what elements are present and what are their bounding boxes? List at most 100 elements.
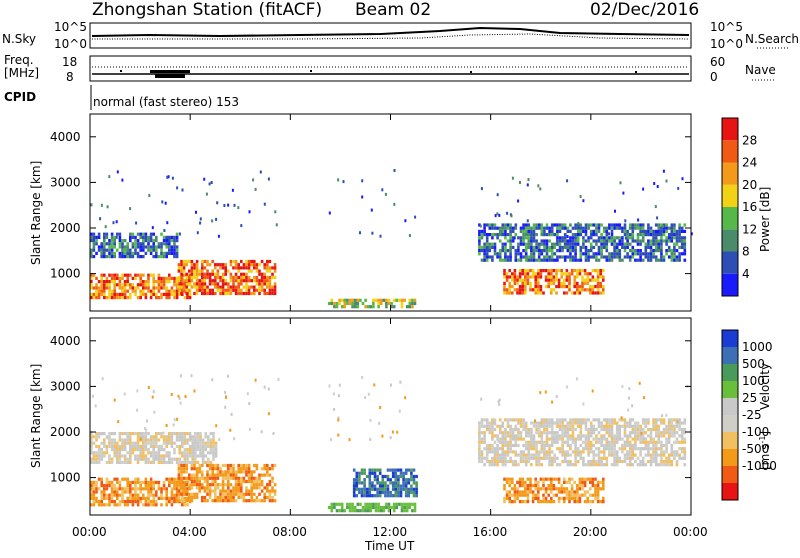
vel-cell bbox=[134, 484, 137, 488]
power-cell bbox=[203, 266, 207, 270]
vel-speck bbox=[498, 403, 501, 407]
power-cell bbox=[250, 291, 253, 296]
vel-cell bbox=[404, 471, 408, 475]
power-cell bbox=[613, 236, 616, 240]
vel-cell bbox=[584, 463, 588, 467]
vel-cell bbox=[596, 500, 600, 504]
power-cell bbox=[610, 242, 614, 246]
power-cell bbox=[504, 229, 507, 233]
vel-cell bbox=[397, 468, 400, 472]
power-cell bbox=[591, 291, 595, 295]
power-cell bbox=[134, 276, 137, 280]
power-cell bbox=[240, 291, 243, 296]
vel-cell bbox=[522, 453, 525, 457]
vel-cell bbox=[365, 494, 369, 498]
power-cell bbox=[144, 292, 148, 296]
vel-cell bbox=[550, 427, 554, 432]
power-cell bbox=[165, 245, 168, 249]
vel-cell bbox=[404, 494, 408, 498]
vel-cell bbox=[121, 500, 124, 504]
vel-cell bbox=[129, 435, 132, 439]
vel-cell bbox=[352, 468, 356, 472]
power-cell bbox=[589, 272, 592, 276]
vel-cell bbox=[543, 447, 546, 451]
vel-cell bbox=[168, 500, 171, 504]
vel-cell bbox=[576, 490, 579, 494]
power-cell bbox=[229, 285, 233, 289]
vel-cell bbox=[212, 432, 215, 436]
vel-cell bbox=[224, 495, 227, 500]
vel-cell bbox=[667, 456, 671, 460]
vel-cell bbox=[371, 494, 374, 498]
power-cell bbox=[634, 252, 637, 256]
power-cell bbox=[592, 239, 596, 243]
vel-cell bbox=[410, 471, 413, 475]
power-cell bbox=[571, 233, 575, 237]
power-cell bbox=[506, 239, 510, 243]
power-cell bbox=[591, 269, 595, 273]
power-cell bbox=[667, 239, 671, 243]
vel-cell bbox=[381, 478, 385, 482]
power-cell bbox=[543, 249, 546, 253]
power-cell bbox=[134, 248, 137, 252]
vel-cell bbox=[227, 473, 230, 477]
power-cell bbox=[173, 283, 176, 287]
power-cell bbox=[569, 255, 572, 259]
vel-cell bbox=[180, 486, 183, 490]
vel-cell bbox=[221, 483, 225, 487]
power-cell bbox=[527, 233, 531, 237]
vel-cell bbox=[574, 456, 577, 460]
vel-cell bbox=[540, 456, 544, 460]
power-cell bbox=[548, 249, 551, 253]
power-cell bbox=[227, 282, 230, 286]
power-cell bbox=[584, 239, 588, 243]
vel-cell bbox=[522, 443, 525, 448]
power-cell bbox=[537, 258, 541, 262]
vel-cell bbox=[386, 494, 390, 498]
vel-cell bbox=[142, 493, 145, 497]
power-cell bbox=[129, 296, 132, 300]
vel-cell bbox=[330, 509, 334, 513]
vel-cell bbox=[557, 487, 561, 491]
date-title: 02/Dec/2016 bbox=[590, 0, 699, 20]
power-cell bbox=[605, 229, 609, 233]
vel-cell bbox=[591, 477, 595, 481]
power-cell bbox=[108, 239, 111, 243]
vel-cell bbox=[504, 440, 507, 444]
vel-cell bbox=[631, 437, 635, 441]
vel-cell bbox=[168, 496, 171, 500]
vel-cell bbox=[258, 479, 261, 484]
power-cell bbox=[574, 255, 577, 259]
power-cell bbox=[602, 255, 606, 259]
power-cell bbox=[527, 242, 531, 246]
vel-cell bbox=[644, 453, 648, 457]
vel-cell bbox=[657, 463, 661, 467]
vel-cell bbox=[594, 477, 597, 481]
power-cell bbox=[543, 239, 546, 243]
vel-cell bbox=[521, 490, 524, 494]
power-cell bbox=[105, 286, 109, 290]
power-cell bbox=[537, 288, 540, 292]
power-cell bbox=[142, 286, 145, 290]
vel-cell bbox=[594, 490, 597, 494]
power-cell bbox=[190, 259, 194, 264]
vel-cell bbox=[108, 493, 111, 497]
power-cell bbox=[561, 249, 564, 253]
power-cell bbox=[605, 255, 609, 259]
vel-cell bbox=[597, 459, 601, 464]
vel-cell bbox=[516, 487, 519, 491]
vel-cell bbox=[157, 432, 161, 436]
vel-cell bbox=[552, 477, 556, 481]
power-cell bbox=[568, 285, 571, 289]
vel-cell bbox=[214, 473, 217, 477]
vel-cell bbox=[152, 496, 155, 500]
vel-cell bbox=[206, 492, 209, 496]
power-cell bbox=[501, 245, 505, 249]
power-speck bbox=[498, 213, 501, 217]
vel-cell bbox=[165, 500, 168, 504]
vel-cell bbox=[652, 437, 655, 441]
vel-cell bbox=[136, 500, 140, 504]
power-cell bbox=[545, 258, 549, 262]
vel-cell bbox=[399, 490, 403, 495]
vel-cell bbox=[579, 434, 583, 438]
